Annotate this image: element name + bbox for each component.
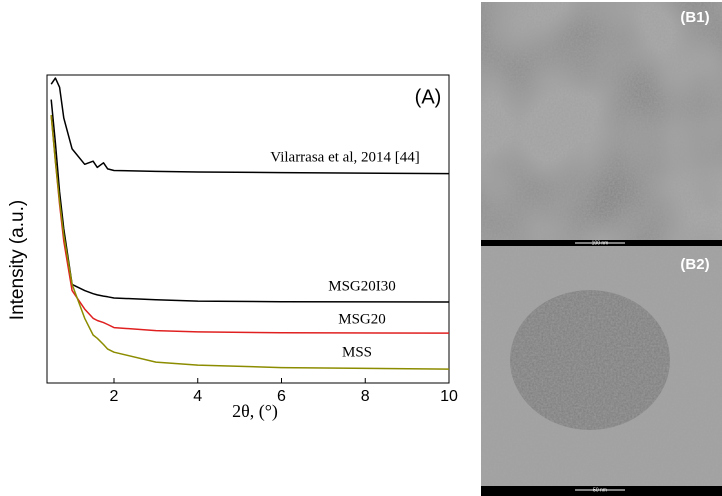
y-axis-label: Intensity (a.u.) [7,200,28,320]
panel-label: (B1) [680,9,709,26]
x-tick-label: 8 [361,388,370,405]
x-tick-label: 2 [110,388,119,405]
series-label: MSS [342,344,372,360]
tem-b1 [481,2,722,246]
tem-texture [481,246,722,488]
x-axis-label: 2θ, (°) [232,401,278,422]
x-tick-label: 10 [440,388,458,405]
series-line [50,77,450,175]
x-tick-label: 4 [193,388,202,405]
series-line [50,114,450,370]
scale-label: 50 nm [593,487,607,493]
panel-label: (B2) [680,256,709,273]
series-line [50,114,450,334]
tem-b2 [481,246,722,496]
series-label: MSG20I30 [328,278,396,294]
series-label: Vilarrasa et al, 2014 [44] [270,149,419,165]
x-tick-label: 6 [277,388,286,405]
plot-frame [46,74,450,384]
scale-strip [481,486,722,496]
tem-texture [481,2,722,242]
panel-label: (A) [415,86,442,108]
series-label: MSG20 [338,311,386,327]
series-line [50,99,450,303]
scale-label: 100 nm [592,240,609,246]
